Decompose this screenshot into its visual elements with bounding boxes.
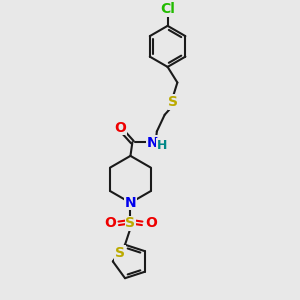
Text: S: S xyxy=(115,246,125,260)
Text: O: O xyxy=(145,216,157,230)
Text: N: N xyxy=(124,196,136,210)
Text: O: O xyxy=(104,216,116,230)
Text: O: O xyxy=(115,121,127,134)
Text: S: S xyxy=(125,216,135,230)
Text: Cl: Cl xyxy=(160,2,175,16)
Text: H: H xyxy=(157,139,167,152)
Text: N: N xyxy=(147,136,159,150)
Text: S: S xyxy=(169,95,178,109)
